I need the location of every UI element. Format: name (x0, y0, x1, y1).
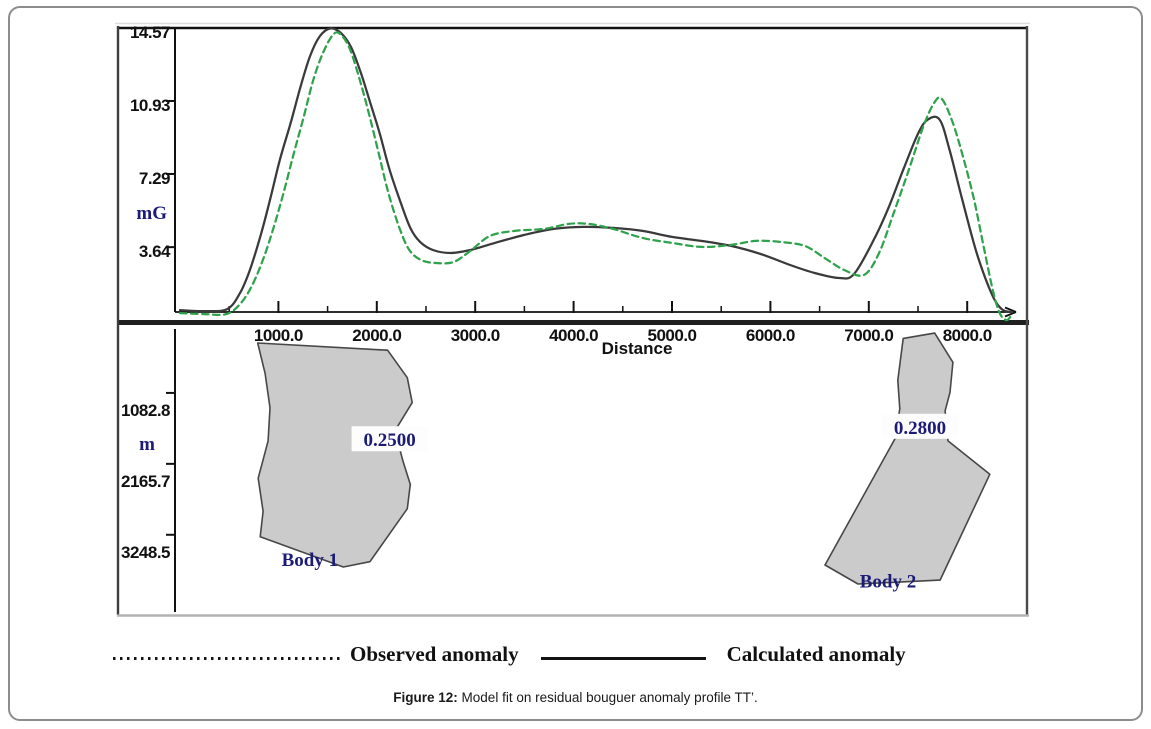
depth-unit-label: m (139, 434, 155, 455)
distance-tick-label: 4000.0 (549, 326, 598, 345)
model-body-1 (256, 342, 414, 568)
depth-tick-label: 3248.5 (121, 543, 170, 562)
chart-area: 3.64 7.29 10.93 14.57 mG 1000.0 2000.0 3000.0 40… (115, 22, 1030, 617)
distance-tick-label: 1000.0 (254, 326, 303, 345)
distance-tick-label: 5000.0 (648, 326, 697, 345)
calculated-legend-label: Calculated anomaly (726, 642, 906, 666)
mg-tick-label: 7.29 (139, 169, 170, 188)
figure-caption-text: Model fit on residual bouguer anomaly pr… (457, 690, 758, 705)
density-label-bg (881, 413, 958, 439)
mg-tick-label: 14.57 (130, 23, 170, 42)
figure-outer-border: 3.64 7.29 10.93 14.57 mG 1000.0 2000.0 3000.0 40… (8, 6, 1143, 721)
distance-tick-label: 7000.0 (844, 326, 893, 345)
body-name-label-1: Body 1 (282, 550, 339, 571)
calculated-anomaly-curve (178, 27, 1013, 314)
density-label-body-1: 0.2500 (363, 430, 415, 451)
calculated-line-sample (540, 657, 706, 660)
distance-axis-arrow (1004, 306, 1017, 313)
model-body-2 (824, 332, 991, 585)
mg-tick-label: 10.93 (130, 96, 170, 115)
anomaly-model-plot: 3.64 7.29 10.93 14.57 mG 1000.0 2000.0 3000.0 40… (115, 22, 1030, 617)
density-label-bg (351, 426, 428, 452)
body-name-label-2: Body 2 (860, 572, 917, 593)
observed-anomaly-curve (178, 31, 1013, 322)
distance-tick-label: 6000.0 (746, 326, 795, 345)
observed-legend-label: Observed anomaly (350, 642, 519, 666)
mg-tick-label: 3.64 (139, 242, 171, 261)
observed-line-sample (113, 657, 341, 660)
depth-tick-label: 2165.7 (121, 472, 170, 491)
distance-axis-title: Distance (602, 339, 673, 358)
depth-tick-label: 1082.8 (121, 401, 170, 420)
legend: Observed anomaly Calculated anomaly (113, 642, 1073, 667)
figure-caption-label: Figure 12: (393, 690, 458, 705)
distance-tick-label: 2000.0 (352, 326, 401, 345)
distance-tick-label: 8000.0 (943, 326, 992, 345)
mg-unit-label: mG (136, 203, 167, 224)
distance-axis-arrow (1004, 311, 1017, 318)
figure-caption: Figure 12: Model fit on residual bouguer… (10, 690, 1141, 705)
density-label-body-2: 0.2800 (894, 418, 946, 439)
distance-tick-label: 3000.0 (451, 326, 500, 345)
